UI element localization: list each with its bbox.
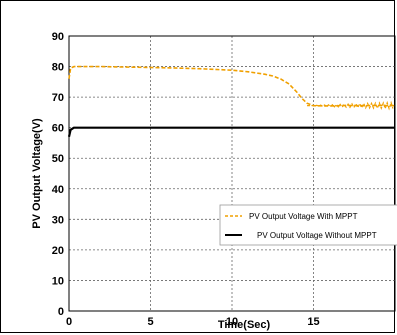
series-line-without-mppt [67, 126, 395, 138]
y-tick-label: 60 [52, 123, 64, 135]
legend-label-without-mppt: PV Output Voltage Without MPPT [257, 231, 377, 240]
y-tick-label: 0 [58, 306, 64, 318]
legend-box [219, 204, 397, 246]
grid [69, 36, 395, 311]
y-axis-ticks: 0 10 20 30 40 50 60 70 80 90 [52, 31, 64, 318]
y-tick-label: 20 [52, 245, 64, 257]
x-tick-label: 15 [307, 316, 319, 328]
y-tick-label: 30 [52, 214, 64, 226]
x-tick-label: 0 [66, 316, 72, 328]
series-line-with-mppt [68, 65, 396, 107]
legend-label-with-mppt: PV Output Voltage With MPPT [249, 212, 358, 221]
y-tick-label: 70 [52, 92, 64, 104]
x-tick-label: 10 [226, 316, 238, 328]
x-axis-title: Time(Sec) [218, 319, 271, 331]
x-tick-label: 5 [147, 316, 153, 328]
y-tick-label: 50 [52, 153, 64, 165]
y-tick-label: 90 [52, 31, 64, 43]
series-oscillation-with-mppt [306, 100, 394, 111]
x-axis-ticks: 0 5 10 15 [66, 316, 320, 328]
y-tick-label: 40 [52, 184, 64, 196]
y-tick-label: 80 [52, 62, 64, 74]
y-axis-title: PV Output Voltage(V) [31, 118, 43, 229]
series-layer [67, 65, 396, 138]
y-tick-label: 10 [52, 275, 64, 287]
plot-area [68, 35, 396, 312]
legend: PV Output Voltage With MPPT PV Output Vo… [219, 204, 397, 246]
